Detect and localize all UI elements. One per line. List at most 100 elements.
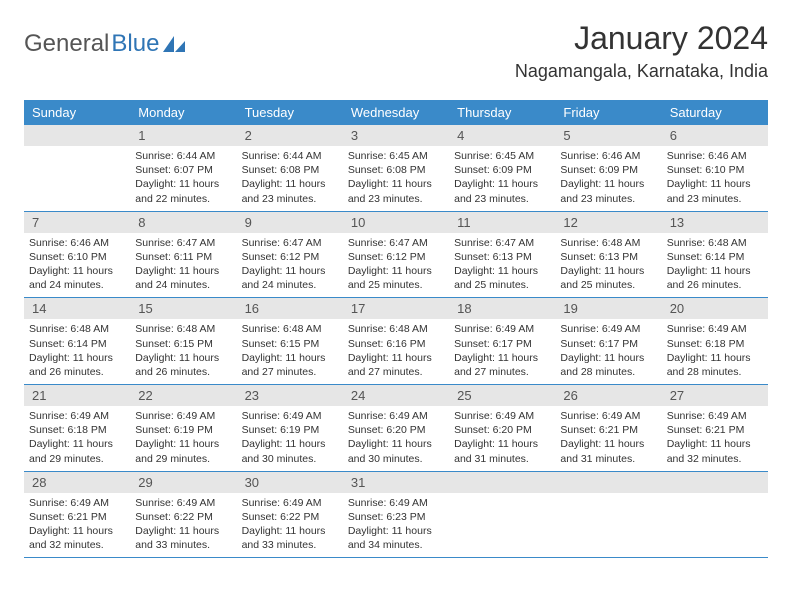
day-details: Sunrise: 6:49 AMSunset: 6:19 PMDaylight:… (237, 406, 343, 471)
day-details: Sunrise: 6:49 AMSunset: 6:21 PMDaylight:… (662, 406, 768, 471)
day-details: Sunrise: 6:44 AMSunset: 6:07 PMDaylight:… (130, 146, 236, 211)
calendar-day-cell: 10Sunrise: 6:47 AMSunset: 6:12 PMDayligh… (343, 211, 449, 298)
calendar-day-cell: 20Sunrise: 6:49 AMSunset: 6:18 PMDayligh… (662, 298, 768, 385)
calendar-day-cell: 18Sunrise: 6:49 AMSunset: 6:17 PMDayligh… (449, 298, 555, 385)
day-number: 30 (237, 472, 343, 493)
day-number: 22 (130, 385, 236, 406)
day-number: 20 (662, 298, 768, 319)
title-block: January 2024 Nagamangala, Karnataka, Ind… (515, 20, 768, 82)
day-number (662, 472, 768, 493)
weekday-header: Monday (130, 100, 236, 125)
calendar-day-cell: 31Sunrise: 6:49 AMSunset: 6:23 PMDayligh… (343, 471, 449, 558)
day-details: Sunrise: 6:47 AMSunset: 6:12 PMDaylight:… (237, 233, 343, 298)
day-number: 10 (343, 212, 449, 233)
calendar-day-cell (24, 125, 130, 211)
day-number: 14 (24, 298, 130, 319)
brand-text-blue: Blue (111, 30, 159, 58)
month-title: January 2024 (515, 20, 768, 57)
calendar-day-cell: 23Sunrise: 6:49 AMSunset: 6:19 PMDayligh… (237, 385, 343, 472)
day-details: Sunrise: 6:47 AMSunset: 6:12 PMDaylight:… (343, 233, 449, 298)
calendar-week-row: 7Sunrise: 6:46 AMSunset: 6:10 PMDaylight… (24, 211, 768, 298)
sail-icon (163, 36, 185, 52)
calendar-day-cell: 16Sunrise: 6:48 AMSunset: 6:15 PMDayligh… (237, 298, 343, 385)
calendar-day-cell: 25Sunrise: 6:49 AMSunset: 6:20 PMDayligh… (449, 385, 555, 472)
day-number: 25 (449, 385, 555, 406)
day-details: Sunrise: 6:44 AMSunset: 6:08 PMDaylight:… (237, 146, 343, 211)
day-number: 2 (237, 125, 343, 146)
calendar-day-cell: 26Sunrise: 6:49 AMSunset: 6:21 PMDayligh… (555, 385, 661, 472)
day-number: 26 (555, 385, 661, 406)
day-details: Sunrise: 6:45 AMSunset: 6:08 PMDaylight:… (343, 146, 449, 211)
day-number: 19 (555, 298, 661, 319)
weekday-header: Saturday (662, 100, 768, 125)
day-details: Sunrise: 6:45 AMSunset: 6:09 PMDaylight:… (449, 146, 555, 211)
day-number: 12 (555, 212, 661, 233)
day-details: Sunrise: 6:49 AMSunset: 6:20 PMDaylight:… (449, 406, 555, 471)
day-number: 3 (343, 125, 449, 146)
calendar-day-cell (555, 471, 661, 558)
day-details: Sunrise: 6:46 AMSunset: 6:10 PMDaylight:… (24, 233, 130, 298)
day-number (555, 472, 661, 493)
brand-text-general: General (24, 30, 109, 58)
calendar-day-cell: 2Sunrise: 6:44 AMSunset: 6:08 PMDaylight… (237, 125, 343, 211)
day-details: Sunrise: 6:49 AMSunset: 6:22 PMDaylight:… (237, 493, 343, 558)
day-details: Sunrise: 6:49 AMSunset: 6:21 PMDaylight:… (555, 406, 661, 471)
day-number: 6 (662, 125, 768, 146)
day-number: 16 (237, 298, 343, 319)
day-number (449, 472, 555, 493)
calendar-day-cell: 7Sunrise: 6:46 AMSunset: 6:10 PMDaylight… (24, 211, 130, 298)
location-subtitle: Nagamangala, Karnataka, India (515, 61, 768, 82)
day-details: Sunrise: 6:49 AMSunset: 6:23 PMDaylight:… (343, 493, 449, 558)
calendar-day-cell: 24Sunrise: 6:49 AMSunset: 6:20 PMDayligh… (343, 385, 449, 472)
calendar-day-cell: 22Sunrise: 6:49 AMSunset: 6:19 PMDayligh… (130, 385, 236, 472)
day-details: Sunrise: 6:48 AMSunset: 6:14 PMDaylight:… (24, 319, 130, 384)
calendar-week-row: 1Sunrise: 6:44 AMSunset: 6:07 PMDaylight… (24, 125, 768, 211)
calendar-week-row: 21Sunrise: 6:49 AMSunset: 6:18 PMDayligh… (24, 385, 768, 472)
calendar-day-cell: 11Sunrise: 6:47 AMSunset: 6:13 PMDayligh… (449, 211, 555, 298)
day-details: Sunrise: 6:48 AMSunset: 6:13 PMDaylight:… (555, 233, 661, 298)
weekday-header-row: Sunday Monday Tuesday Wednesday Thursday… (24, 100, 768, 125)
day-number: 13 (662, 212, 768, 233)
calendar-body: 1Sunrise: 6:44 AMSunset: 6:07 PMDaylight… (24, 125, 768, 558)
weekday-header: Tuesday (237, 100, 343, 125)
day-details: Sunrise: 6:48 AMSunset: 6:16 PMDaylight:… (343, 319, 449, 384)
day-number: 31 (343, 472, 449, 493)
calendar-day-cell (662, 471, 768, 558)
calendar-table: Sunday Monday Tuesday Wednesday Thursday… (24, 100, 768, 558)
day-details: Sunrise: 6:49 AMSunset: 6:21 PMDaylight:… (24, 493, 130, 558)
day-number (24, 125, 130, 146)
day-number: 29 (130, 472, 236, 493)
weekday-header: Sunday (24, 100, 130, 125)
day-details: Sunrise: 6:49 AMSunset: 6:17 PMDaylight:… (555, 319, 661, 384)
day-number: 11 (449, 212, 555, 233)
day-details: Sunrise: 6:49 AMSunset: 6:19 PMDaylight:… (130, 406, 236, 471)
calendar-week-row: 28Sunrise: 6:49 AMSunset: 6:21 PMDayligh… (24, 471, 768, 558)
day-details: Sunrise: 6:48 AMSunset: 6:14 PMDaylight:… (662, 233, 768, 298)
calendar-day-cell: 19Sunrise: 6:49 AMSunset: 6:17 PMDayligh… (555, 298, 661, 385)
day-number: 28 (24, 472, 130, 493)
page-header: GeneralBlue January 2024 Nagamangala, Ka… (24, 20, 768, 82)
day-details: Sunrise: 6:49 AMSunset: 6:18 PMDaylight:… (662, 319, 768, 384)
day-details: Sunrise: 6:49 AMSunset: 6:17 PMDaylight:… (449, 319, 555, 384)
day-details: Sunrise: 6:49 AMSunset: 6:18 PMDaylight:… (24, 406, 130, 471)
day-details: Sunrise: 6:47 AMSunset: 6:11 PMDaylight:… (130, 233, 236, 298)
day-number: 7 (24, 212, 130, 233)
day-number: 8 (130, 212, 236, 233)
calendar-day-cell: 4Sunrise: 6:45 AMSunset: 6:09 PMDaylight… (449, 125, 555, 211)
day-number: 18 (449, 298, 555, 319)
day-details: Sunrise: 6:48 AMSunset: 6:15 PMDaylight:… (130, 319, 236, 384)
calendar-day-cell: 13Sunrise: 6:48 AMSunset: 6:14 PMDayligh… (662, 211, 768, 298)
day-number: 1 (130, 125, 236, 146)
calendar-week-row: 14Sunrise: 6:48 AMSunset: 6:14 PMDayligh… (24, 298, 768, 385)
weekday-header: Thursday (449, 100, 555, 125)
day-number: 15 (130, 298, 236, 319)
calendar-day-cell (449, 471, 555, 558)
calendar-day-cell: 8Sunrise: 6:47 AMSunset: 6:11 PMDaylight… (130, 211, 236, 298)
calendar-day-cell: 12Sunrise: 6:48 AMSunset: 6:13 PMDayligh… (555, 211, 661, 298)
day-number: 17 (343, 298, 449, 319)
day-number: 4 (449, 125, 555, 146)
calendar-day-cell: 29Sunrise: 6:49 AMSunset: 6:22 PMDayligh… (130, 471, 236, 558)
weekday-header: Wednesday (343, 100, 449, 125)
calendar-day-cell: 3Sunrise: 6:45 AMSunset: 6:08 PMDaylight… (343, 125, 449, 211)
calendar-day-cell: 1Sunrise: 6:44 AMSunset: 6:07 PMDaylight… (130, 125, 236, 211)
